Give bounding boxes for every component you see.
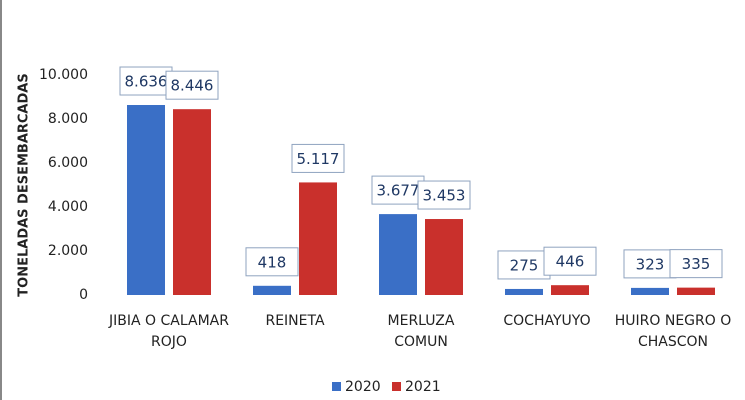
bar [127, 105, 165, 295]
x-tick-label: MERLUZA COMUN [359, 311, 483, 353]
value-label: 8.636 [125, 73, 168, 91]
legend-swatch [332, 382, 341, 391]
legend-swatch [392, 382, 401, 391]
y-tick-label: 4.000 [48, 199, 88, 215]
y-tick-label: 6.000 [48, 155, 88, 171]
value-label: 8.446 [171, 77, 214, 95]
x-tick-label: REINETA [233, 311, 357, 332]
value-label: 323 [636, 255, 665, 273]
bar [677, 288, 715, 295]
x-tick-label: JIBIA O CALAMAR ROJO [107, 311, 231, 353]
bar [425, 219, 463, 295]
y-tick-label: 0 [79, 287, 88, 303]
legend-label: 2021 [405, 379, 441, 395]
y-tick-label: 8.000 [48, 111, 88, 127]
x-tick-label: HUIRO NEGRO O CHASCON [611, 311, 735, 353]
y-axis-label: TONELADAS DESEMBARCADAS [17, 73, 32, 296]
value-label: 446 [556, 253, 585, 271]
value-label: 3.677 [377, 182, 420, 200]
bar [253, 286, 291, 295]
value-label: 275 [510, 256, 539, 274]
value-label: 3.453 [423, 187, 466, 205]
value-label: 418 [258, 253, 287, 271]
bar [299, 182, 337, 295]
x-tick-label: COCHAYUYO [485, 311, 609, 332]
chart: TONELADAS DESEMBARCADAS 0 2.000 4.000 6.000… [0, 0, 745, 400]
y-tick-label: 2.000 [48, 243, 88, 259]
bar [551, 285, 589, 295]
bar [631, 288, 669, 295]
y-tick-label: 10.000 [39, 67, 88, 83]
bar [505, 289, 543, 295]
bar [173, 109, 211, 295]
value-label: 5.117 [297, 150, 340, 168]
value-label: 335 [682, 255, 711, 273]
bar [379, 214, 417, 295]
legend-label: 2020 [345, 379, 381, 395]
